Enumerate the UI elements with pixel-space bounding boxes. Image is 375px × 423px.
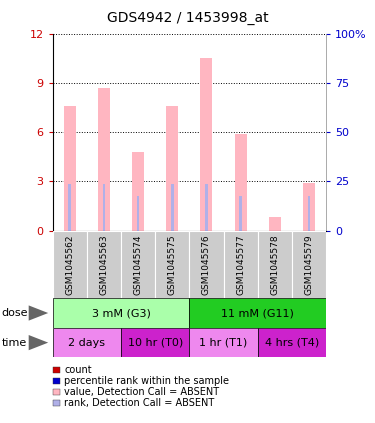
Bar — [121, 328, 189, 357]
Bar — [303, 183, 315, 231]
Text: GDS4942 / 1453998_at: GDS4942 / 1453998_at — [106, 11, 268, 25]
Bar — [53, 328, 121, 357]
Bar — [64, 106, 76, 231]
Bar — [201, 58, 213, 231]
Bar — [258, 328, 326, 357]
Bar — [166, 106, 178, 231]
Bar — [98, 88, 110, 231]
Text: rank, Detection Call = ABSENT: rank, Detection Call = ABSENT — [64, 398, 214, 408]
Text: GSM1045577: GSM1045577 — [236, 234, 245, 295]
Bar — [53, 298, 189, 328]
Bar — [224, 231, 258, 298]
Bar — [258, 231, 292, 298]
Bar — [155, 231, 189, 298]
Text: GSM1045578: GSM1045578 — [270, 234, 279, 295]
Bar — [189, 298, 326, 328]
Text: time: time — [2, 338, 27, 348]
Bar — [137, 196, 140, 231]
Bar — [292, 231, 326, 298]
Text: 3 mM (G3): 3 mM (G3) — [92, 308, 150, 318]
Bar — [102, 184, 105, 231]
Text: 4 hrs (T4): 4 hrs (T4) — [265, 338, 319, 348]
Bar — [189, 231, 224, 298]
Text: count: count — [64, 365, 92, 375]
Text: 11 mM (G11): 11 mM (G11) — [221, 308, 294, 318]
Bar — [68, 184, 71, 231]
Text: dose: dose — [2, 308, 28, 318]
Polygon shape — [29, 335, 48, 350]
Text: GSM1045562: GSM1045562 — [65, 234, 74, 295]
Text: 2 days: 2 days — [68, 338, 105, 348]
Text: GSM1045579: GSM1045579 — [304, 234, 313, 295]
Bar — [87, 231, 121, 298]
Text: GSM1045576: GSM1045576 — [202, 234, 211, 295]
Text: percentile rank within the sample: percentile rank within the sample — [64, 376, 229, 386]
Bar — [235, 134, 247, 231]
Bar — [269, 217, 281, 231]
Polygon shape — [29, 305, 48, 321]
Text: 1 hr (T1): 1 hr (T1) — [200, 338, 248, 348]
Text: GSM1045575: GSM1045575 — [168, 234, 177, 295]
Bar — [239, 196, 242, 231]
Bar — [189, 328, 258, 357]
Bar — [308, 196, 310, 231]
Text: GSM1045574: GSM1045574 — [134, 234, 142, 295]
Text: value, Detection Call = ABSENT: value, Detection Call = ABSENT — [64, 387, 219, 397]
Bar — [132, 152, 144, 231]
Bar — [53, 231, 87, 298]
Bar — [205, 184, 208, 231]
Text: 10 hr (T0): 10 hr (T0) — [128, 338, 183, 348]
Bar — [121, 231, 155, 298]
Bar — [171, 184, 174, 231]
Text: GSM1045563: GSM1045563 — [99, 234, 108, 295]
